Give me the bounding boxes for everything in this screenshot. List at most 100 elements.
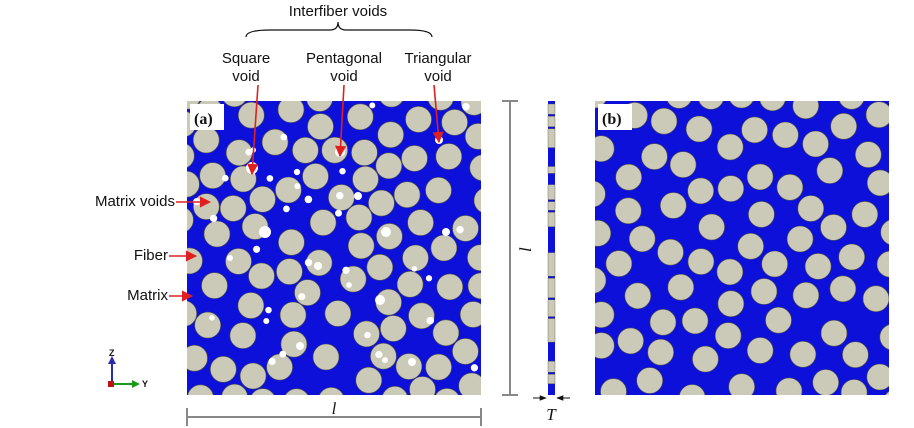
fiber	[866, 363, 889, 391]
pentagonal-void-label-line1: Pentagonal	[306, 50, 382, 67]
fiber	[595, 267, 607, 294]
fiber	[741, 116, 768, 144]
fiber	[595, 332, 615, 359]
fiber	[187, 300, 197, 327]
fiber	[352, 166, 379, 193]
fiber	[624, 282, 652, 310]
interfiber-void	[408, 358, 416, 366]
fiber	[425, 177, 452, 204]
matrix-void	[268, 357, 276, 366]
interfiber-void	[259, 226, 271, 238]
matrix-void	[369, 102, 376, 109]
thickness-strip-fiber-segments	[547, 103, 556, 384]
fiber	[435, 143, 463, 170]
fiber	[467, 272, 481, 300]
fiber	[266, 353, 293, 381]
axis-x-marker	[108, 381, 114, 387]
triangular-void-label-line1: Triangular	[405, 50, 472, 67]
matrix-void	[298, 293, 306, 301]
matrix-void	[411, 265, 418, 272]
fiber	[277, 101, 305, 123]
fiber	[746, 163, 774, 191]
fiber	[376, 223, 403, 250]
strip-fiber-segment	[547, 184, 556, 200]
square-void-label-line2: void	[232, 68, 260, 85]
fiber	[614, 197, 642, 225]
matrix-void	[470, 364, 479, 372]
axis-z-label: Z	[109, 348, 115, 358]
fiber	[368, 189, 395, 217]
fiber	[249, 186, 276, 213]
fiber	[884, 391, 889, 395]
thickness-strip-matrix	[548, 101, 555, 395]
fiber	[615, 163, 643, 191]
fiber	[435, 388, 459, 395]
fiber	[393, 181, 421, 208]
triangular-void-label-line2: void	[424, 68, 452, 85]
fiber	[459, 301, 481, 328]
strip-fiber-segment	[547, 212, 556, 228]
fiber	[772, 121, 799, 149]
fiber	[452, 338, 479, 365]
fiber	[820, 214, 847, 241]
bottom-length-label: l	[332, 399, 337, 418]
axis-y-label: Y	[142, 379, 148, 389]
fiber	[759, 101, 786, 112]
fiber	[469, 154, 481, 181]
fiber	[238, 101, 265, 129]
fiber	[382, 386, 408, 395]
fiber	[667, 273, 695, 301]
panel-a-fibers	[187, 101, 481, 395]
fiber	[761, 250, 789, 278]
fiber	[820, 319, 848, 347]
fiber	[879, 324, 889, 350]
fiber	[698, 101, 724, 110]
fiber	[324, 300, 352, 327]
fiber	[865, 101, 889, 128]
fiber	[351, 139, 378, 166]
fiber	[812, 369, 839, 395]
pentagonal-void-arrow-icon	[334, 84, 347, 158]
matrix-void	[339, 167, 346, 175]
fiber	[194, 311, 221, 339]
fiber	[692, 345, 719, 373]
matrix-void	[245, 148, 253, 156]
fiber	[647, 338, 675, 366]
fiber	[685, 115, 713, 143]
fiber	[370, 342, 397, 370]
fiber	[436, 273, 464, 301]
fiber	[432, 319, 460, 347]
fiber	[408, 302, 435, 330]
strip-fiber-segment	[547, 374, 556, 384]
fiber	[748, 201, 775, 228]
fiber	[649, 308, 677, 336]
fiber	[280, 330, 308, 358]
fiber	[219, 195, 247, 222]
fiber	[237, 292, 265, 319]
fiber	[192, 126, 220, 154]
fiber	[669, 151, 697, 178]
square-void-arrow-icon	[247, 84, 259, 176]
matrix-void	[294, 183, 301, 190]
strip-fiber-segment	[547, 103, 556, 115]
interfiber-void	[227, 255, 233, 261]
fiber	[595, 180, 606, 208]
fiber	[473, 188, 481, 213]
panel-b-label-box	[598, 104, 632, 130]
matrix-void	[266, 175, 274, 182]
fiber	[201, 272, 228, 299]
thickness-label: T	[546, 405, 557, 424]
fiber	[187, 384, 214, 395]
fiber	[595, 301, 615, 328]
fiber	[829, 275, 857, 303]
matrix-label: Matrix	[127, 287, 168, 304]
fiber	[309, 209, 337, 236]
matrix-void	[426, 316, 435, 325]
fiber	[687, 177, 715, 205]
fiber	[251, 388, 275, 395]
fiber	[319, 387, 344, 395]
matrix-voids-label: Matrix voids	[95, 193, 175, 210]
interfiber-voids-label: Interfiber voids	[289, 3, 387, 20]
fiber	[248, 262, 275, 290]
